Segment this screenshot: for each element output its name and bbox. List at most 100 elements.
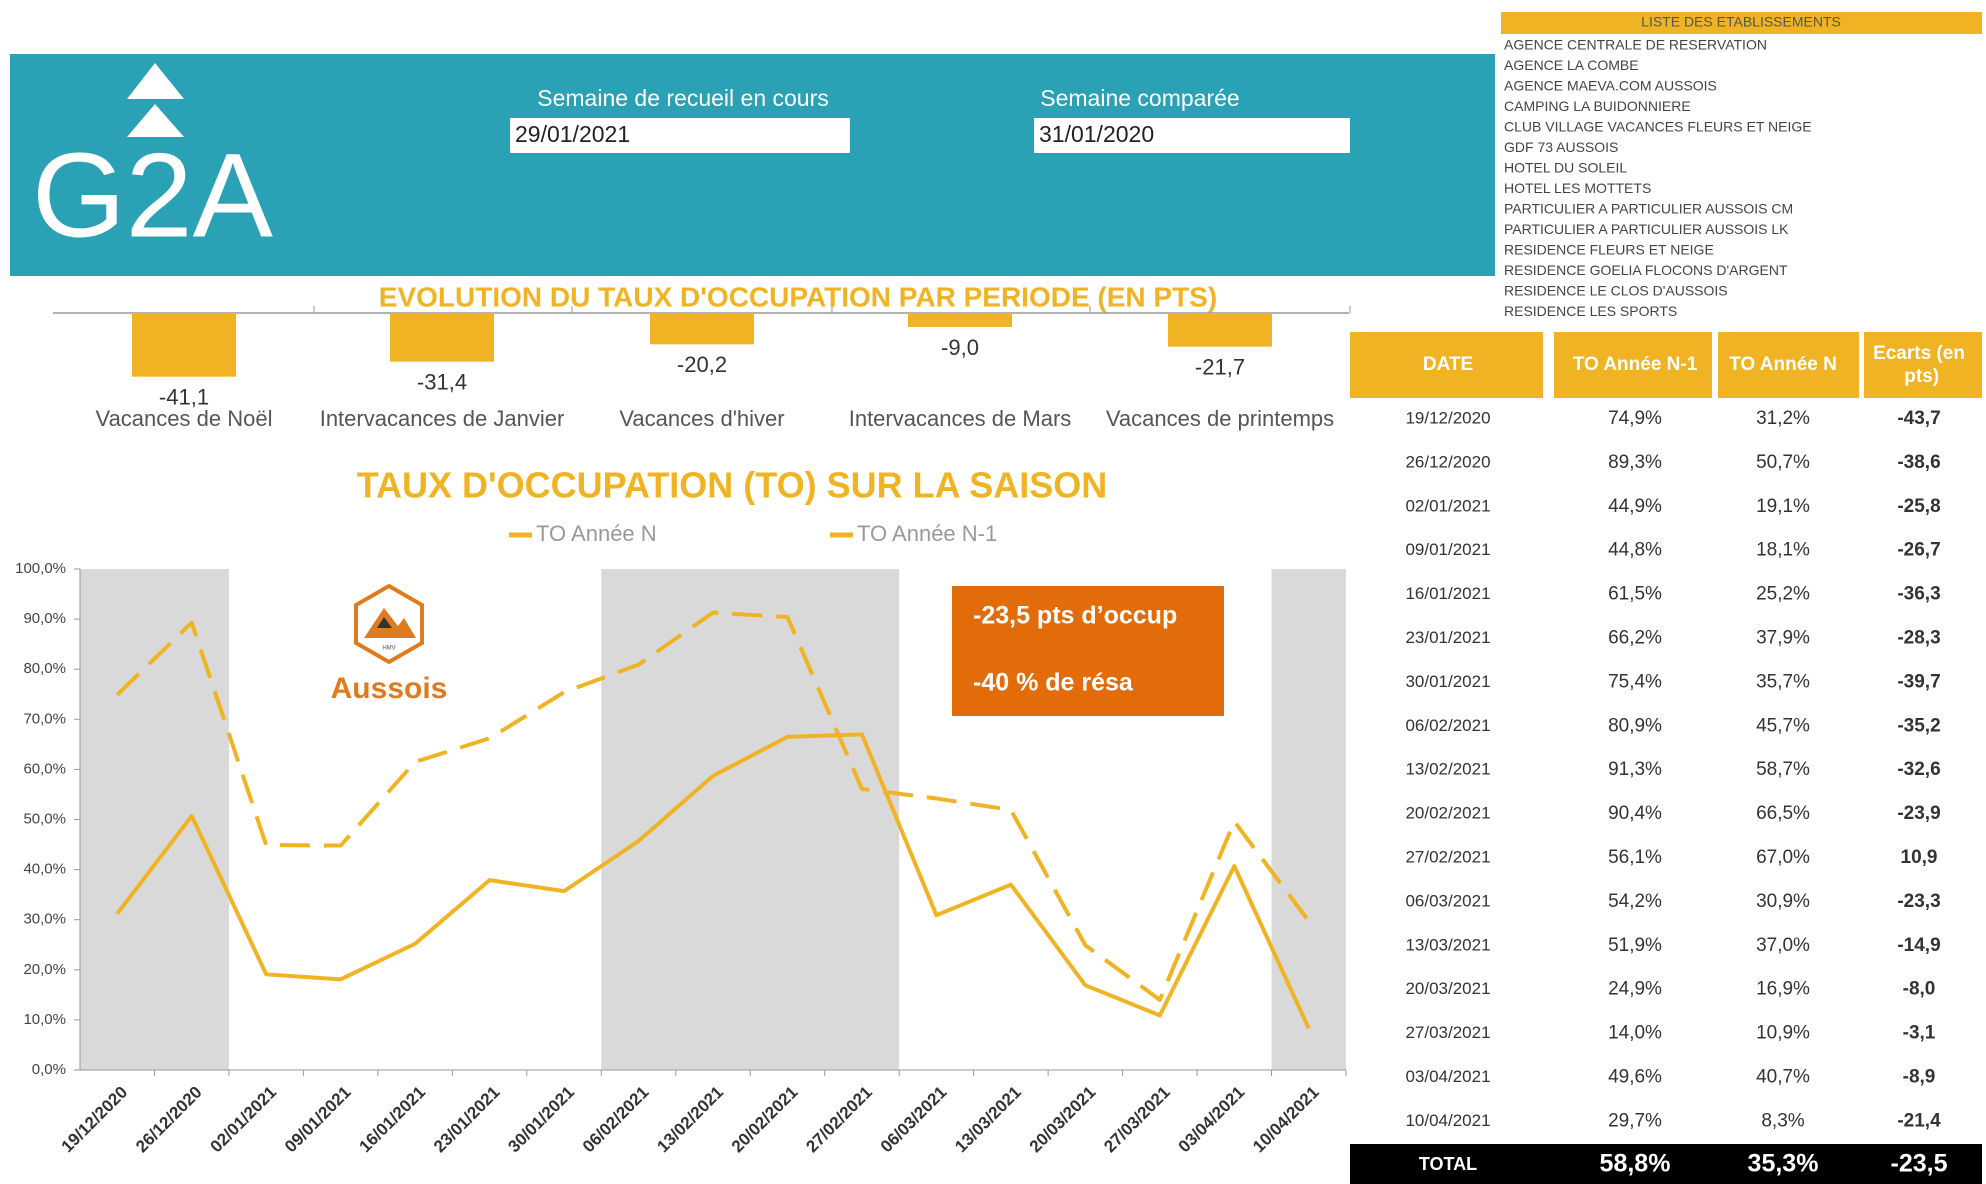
table-cell: 50,7%	[1756, 452, 1810, 473]
y-tick-label: 100,0%	[15, 560, 66, 577]
bar-chart-title: EVOLUTION DU TAUX D'OCCUPATION PAR PERIO…	[379, 281, 1217, 312]
bar-category-label: Vacances d'hiver	[619, 406, 785, 431]
y-tick-label: 40,0%	[23, 861, 66, 878]
bar-value-label: -20,2	[677, 352, 727, 377]
table-cell: -43,7	[1897, 408, 1940, 429]
table-cell: 06/02/2021	[1405, 716, 1490, 735]
table-cell: 20/02/2021	[1405, 804, 1490, 823]
table-cell: 45,7%	[1756, 715, 1810, 736]
table-cell: -32,6	[1897, 759, 1940, 780]
table-cell: 51,9%	[1608, 935, 1662, 956]
list-item: HOTEL DU SOLEIL	[1504, 160, 1627, 176]
table-cell: 66,5%	[1756, 803, 1810, 824]
series-line	[115, 732, 1311, 1030]
table-cell: 8,3%	[1761, 1110, 1804, 1131]
table-cell: 25,2%	[1756, 584, 1810, 605]
x-tick-label: 02/01/2021	[207, 1083, 281, 1157]
table-cell: 06/03/2021	[1405, 891, 1490, 910]
line-chart-title: TAUX D'OCCUPATION (TO) SUR LA SAISON	[357, 465, 1108, 506]
aussois-text: Aussois	[331, 672, 448, 705]
table-cell: -35,2	[1897, 715, 1940, 736]
list-item: PARTICULIER A PARTICULIER AUSSOIS CM	[1504, 201, 1793, 217]
table-cell: 09/01/2021	[1405, 540, 1490, 559]
table-cell: 54,2%	[1608, 891, 1662, 912]
x-tick-label: 26/12/2020	[132, 1083, 206, 1157]
bar-category-label: Vacances de Noël	[95, 406, 273, 431]
bar	[650, 313, 754, 345]
x-tick-label: 13/03/2021	[951, 1083, 1025, 1157]
y-tick-label: 80,0%	[23, 660, 66, 677]
table-cell: -23,3	[1897, 891, 1940, 912]
list-item: CAMPING LA BUIDONNIERE	[1504, 98, 1691, 114]
table-total-cell: TOTAL	[1419, 1154, 1477, 1174]
table-cell: 74,9%	[1608, 408, 1662, 429]
table-cell: 44,9%	[1608, 496, 1662, 517]
week-value: 29/01/2021	[515, 121, 630, 147]
bar	[132, 313, 236, 377]
table-cell: 58,7%	[1756, 759, 1810, 780]
table-cell: 31,2%	[1756, 408, 1810, 429]
table-cell: 23/01/2021	[1405, 628, 1490, 647]
table-total-cell: 35,3%	[1748, 1150, 1819, 1178]
list-item: AGENCE LA COMBE	[1504, 57, 1639, 73]
annotation-line: -40 % de résa	[973, 669, 1134, 697]
table-cell: 13/02/2021	[1405, 760, 1490, 779]
table-cell: 66,2%	[1608, 628, 1662, 649]
table-cell: 19/12/2020	[1405, 408, 1490, 427]
logo: G2A	[32, 129, 273, 263]
bar-value-label: -31,4	[417, 369, 467, 394]
table-cell: 90,4%	[1608, 803, 1662, 824]
table-cell: 49,6%	[1608, 1067, 1662, 1088]
list-item: GDF 73 AUSSOIS	[1504, 139, 1618, 155]
table-cell: 91,3%	[1608, 759, 1662, 780]
x-tick-label: 27/02/2021	[802, 1083, 876, 1157]
bar	[1168, 313, 1272, 347]
table-cell: 27/03/2021	[1405, 1023, 1490, 1042]
table-cell: 35,7%	[1756, 671, 1810, 692]
list-item: HOTEL LES MOTTETS	[1504, 180, 1651, 196]
list-item: AGENCE CENTRALE DE RESERVATION	[1504, 37, 1767, 53]
table-cell: -3,1	[1903, 1023, 1936, 1044]
table-cell: 44,8%	[1608, 540, 1662, 561]
x-tick-label: 19/12/2020	[58, 1083, 132, 1157]
list-header	[1501, 12, 1982, 34]
total-row	[1350, 1144, 1982, 1184]
y-tick-label: 60,0%	[23, 760, 66, 777]
period-shade	[601, 569, 900, 1070]
x-tick-label: 06/03/2021	[877, 1083, 951, 1157]
table-header: TO Année N-1	[1573, 354, 1698, 375]
logo-triangle	[127, 104, 184, 137]
table-cell: 14,0%	[1608, 1023, 1662, 1044]
table-total-cell: -23,5	[1891, 1150, 1948, 1178]
table-cell: 75,4%	[1608, 671, 1662, 692]
annotation-box	[952, 586, 1224, 716]
aussois-mountains	[364, 608, 416, 638]
bar	[908, 313, 1012, 327]
table-header: TO Année N	[1729, 354, 1837, 375]
list-item: RESIDENCE FLEURS ET NEIGE	[1504, 242, 1714, 258]
table-cell: 29,7%	[1608, 1110, 1662, 1131]
list-item: PARTICULIER A PARTICULIER AUSSOIS LK	[1504, 221, 1789, 237]
y-tick-label: 70,0%	[23, 710, 66, 727]
table-cell: -36,3	[1897, 584, 1940, 605]
y-tick-label: 0,0%	[32, 1061, 66, 1078]
x-tick-label: 13/02/2021	[653, 1083, 727, 1157]
bar-category-label: Intervacances de Mars	[848, 406, 1072, 431]
y-tick-label: 50,0%	[23, 810, 66, 827]
table-cell: 56,1%	[1608, 847, 1662, 868]
y-tick-label: 20,0%	[23, 961, 66, 978]
x-tick-label: 16/01/2021	[356, 1083, 430, 1157]
table-cell: 30,9%	[1756, 891, 1810, 912]
table-cell: 02/01/2021	[1405, 496, 1490, 515]
table-cell: 13/03/2021	[1405, 935, 1490, 954]
table-header-cell	[1718, 332, 1859, 398]
aussois-badge-text: HMV	[382, 646, 395, 652]
table-cell: 19,1%	[1756, 496, 1810, 517]
x-tick-label: 23/01/2021	[430, 1083, 504, 1157]
table-cell: -28,3	[1897, 628, 1940, 649]
bar-category-label: Vacances de printemps	[1105, 406, 1335, 431]
table-cell: 30/01/2021	[1405, 672, 1490, 691]
compared-input	[1034, 118, 1350, 153]
y-tick-label: 90,0%	[23, 610, 66, 627]
bar-value-label: -41,1	[159, 385, 209, 410]
